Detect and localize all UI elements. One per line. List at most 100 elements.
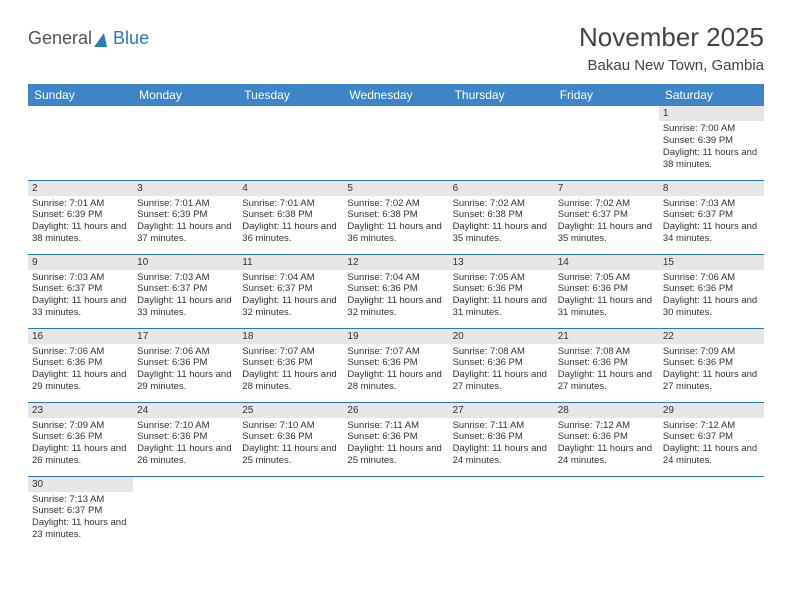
calendar-row: 2Sunrise: 7:01 AMSunset: 6:39 PMDaylight… (28, 180, 764, 254)
day-cell: 14Sunrise: 7:05 AMSunset: 6:36 PMDayligh… (554, 254, 659, 328)
daylight-line: Daylight: 11 hours and 37 minutes. (137, 221, 234, 245)
sunset-line: Sunset: 6:36 PM (558, 431, 655, 443)
sunrise-line: Sunrise: 7:02 AM (558, 198, 655, 210)
day-body: Sunrise: 7:05 AMSunset: 6:36 PMDaylight:… (554, 270, 659, 322)
day-number: 16 (28, 329, 133, 344)
sunset-line: Sunset: 6:36 PM (347, 283, 444, 295)
day-cell: 28Sunrise: 7:12 AMSunset: 6:36 PMDayligh… (554, 402, 659, 476)
day-body: Sunrise: 7:13 AMSunset: 6:37 PMDaylight:… (28, 492, 133, 544)
empty-cell (554, 106, 659, 180)
month-title: November 2025 (579, 22, 764, 53)
day-body: Sunrise: 7:09 AMSunset: 6:36 PMDaylight:… (28, 418, 133, 470)
day-body: Sunrise: 7:06 AMSunset: 6:36 PMDaylight:… (133, 344, 238, 396)
day-cell: 7Sunrise: 7:02 AMSunset: 6:37 PMDaylight… (554, 180, 659, 254)
daylight-line: Daylight: 11 hours and 26 minutes. (137, 443, 234, 467)
day-body: Sunrise: 7:01 AMSunset: 6:38 PMDaylight:… (238, 196, 343, 248)
day-body: Sunrise: 7:09 AMSunset: 6:36 PMDaylight:… (659, 344, 764, 396)
day-number: 22 (659, 329, 764, 344)
day-number: 3 (133, 181, 238, 196)
sunrise-line: Sunrise: 7:05 AM (558, 272, 655, 284)
sunset-line: Sunset: 6:39 PM (663, 135, 760, 147)
day-number: 29 (659, 403, 764, 418)
sunrise-line: Sunrise: 7:01 AM (242, 198, 339, 210)
day-body: Sunrise: 7:12 AMSunset: 6:37 PMDaylight:… (659, 418, 764, 470)
empty-cell (449, 476, 554, 550)
daylight-line: Daylight: 11 hours and 28 minutes. (242, 369, 339, 393)
day-body: Sunrise: 7:03 AMSunset: 6:37 PMDaylight:… (28, 270, 133, 322)
daylight-line: Daylight: 11 hours and 32 minutes. (242, 295, 339, 319)
sunrise-line: Sunrise: 7:03 AM (32, 272, 129, 284)
sunset-line: Sunset: 6:37 PM (663, 209, 760, 221)
calendar-row: 16Sunrise: 7:06 AMSunset: 6:36 PMDayligh… (28, 328, 764, 402)
sunset-line: Sunset: 6:38 PM (242, 209, 339, 221)
day-number: 2 (28, 181, 133, 196)
day-number: 26 (343, 403, 448, 418)
day-number: 14 (554, 255, 659, 270)
daylight-line: Daylight: 11 hours and 24 minutes. (558, 443, 655, 467)
sunset-line: Sunset: 6:38 PM (453, 209, 550, 221)
day-body: Sunrise: 7:10 AMSunset: 6:36 PMDaylight:… (238, 418, 343, 470)
sunrise-line: Sunrise: 7:12 AM (558, 420, 655, 432)
day-cell: 17Sunrise: 7:06 AMSunset: 6:36 PMDayligh… (133, 328, 238, 402)
daylight-line: Daylight: 11 hours and 35 minutes. (558, 221, 655, 245)
day-number: 13 (449, 255, 554, 270)
daylight-line: Daylight: 11 hours and 33 minutes. (137, 295, 234, 319)
sunrise-line: Sunrise: 7:11 AM (347, 420, 444, 432)
sunrise-line: Sunrise: 7:06 AM (663, 272, 760, 284)
sunset-line: Sunset: 6:36 PM (32, 357, 129, 369)
day-number: 9 (28, 255, 133, 270)
day-body: Sunrise: 7:01 AMSunset: 6:39 PMDaylight:… (133, 196, 238, 248)
day-number: 20 (449, 329, 554, 344)
day-cell: 30Sunrise: 7:13 AMSunset: 6:37 PMDayligh… (28, 476, 133, 550)
daylight-line: Daylight: 11 hours and 27 minutes. (663, 369, 760, 393)
daylight-line: Daylight: 11 hours and 38 minutes. (32, 221, 129, 245)
sunset-line: Sunset: 6:36 PM (347, 431, 444, 443)
day-cell: 5Sunrise: 7:02 AMSunset: 6:38 PMDaylight… (343, 180, 448, 254)
daylight-line: Daylight: 11 hours and 29 minutes. (137, 369, 234, 393)
daylight-line: Daylight: 11 hours and 38 minutes. (663, 147, 760, 171)
day-number: 10 (133, 255, 238, 270)
daylight-line: Daylight: 11 hours and 30 minutes. (663, 295, 760, 319)
day-cell: 2Sunrise: 7:01 AMSunset: 6:39 PMDaylight… (28, 180, 133, 254)
daylight-line: Daylight: 11 hours and 26 minutes. (32, 443, 129, 467)
day-number: 12 (343, 255, 448, 270)
day-cell: 11Sunrise: 7:04 AMSunset: 6:37 PMDayligh… (238, 254, 343, 328)
daylight-line: Daylight: 11 hours and 23 minutes. (32, 517, 129, 541)
weekday-header: Thursday (449, 84, 554, 106)
weekday-header: Monday (133, 84, 238, 106)
day-number: 4 (238, 181, 343, 196)
sunset-line: Sunset: 6:37 PM (558, 209, 655, 221)
day-body: Sunrise: 7:06 AMSunset: 6:36 PMDaylight:… (28, 344, 133, 396)
day-body: Sunrise: 7:00 AMSunset: 6:39 PMDaylight:… (659, 121, 764, 173)
day-cell: 8Sunrise: 7:03 AMSunset: 6:37 PMDaylight… (659, 180, 764, 254)
sunset-line: Sunset: 6:37 PM (242, 283, 339, 295)
sunset-line: Sunset: 6:39 PM (32, 209, 129, 221)
day-number: 24 (133, 403, 238, 418)
day-number: 1 (659, 106, 764, 121)
weekday-header: Tuesday (238, 84, 343, 106)
location-label: Bakau New Town, Gambia (579, 57, 764, 74)
sunrise-line: Sunrise: 7:08 AM (453, 346, 550, 358)
day-cell: 29Sunrise: 7:12 AMSunset: 6:37 PMDayligh… (659, 402, 764, 476)
sunrise-line: Sunrise: 7:04 AM (242, 272, 339, 284)
page-header: GeneralBlue November 2025 Bakau New Town… (28, 22, 764, 74)
day-cell: 9Sunrise: 7:03 AMSunset: 6:37 PMDaylight… (28, 254, 133, 328)
empty-cell (133, 476, 238, 550)
day-cell: 12Sunrise: 7:04 AMSunset: 6:36 PMDayligh… (343, 254, 448, 328)
weekday-header-row: Sunday Monday Tuesday Wednesday Thursday… (28, 84, 764, 106)
day-cell: 19Sunrise: 7:07 AMSunset: 6:36 PMDayligh… (343, 328, 448, 402)
weekday-header: Friday (554, 84, 659, 106)
sunset-line: Sunset: 6:36 PM (453, 431, 550, 443)
sunrise-line: Sunrise: 7:05 AM (453, 272, 550, 284)
empty-cell (238, 106, 343, 180)
day-body: Sunrise: 7:04 AMSunset: 6:36 PMDaylight:… (343, 270, 448, 322)
daylight-line: Daylight: 11 hours and 31 minutes. (453, 295, 550, 319)
day-body: Sunrise: 7:11 AMSunset: 6:36 PMDaylight:… (449, 418, 554, 470)
day-body: Sunrise: 7:06 AMSunset: 6:36 PMDaylight:… (659, 270, 764, 322)
sunset-line: Sunset: 6:36 PM (137, 357, 234, 369)
logo-text-general: General (28, 28, 92, 49)
day-body: Sunrise: 7:10 AMSunset: 6:36 PMDaylight:… (133, 418, 238, 470)
day-cell: 23Sunrise: 7:09 AMSunset: 6:36 PMDayligh… (28, 402, 133, 476)
day-number: 19 (343, 329, 448, 344)
daylight-line: Daylight: 11 hours and 34 minutes. (663, 221, 760, 245)
